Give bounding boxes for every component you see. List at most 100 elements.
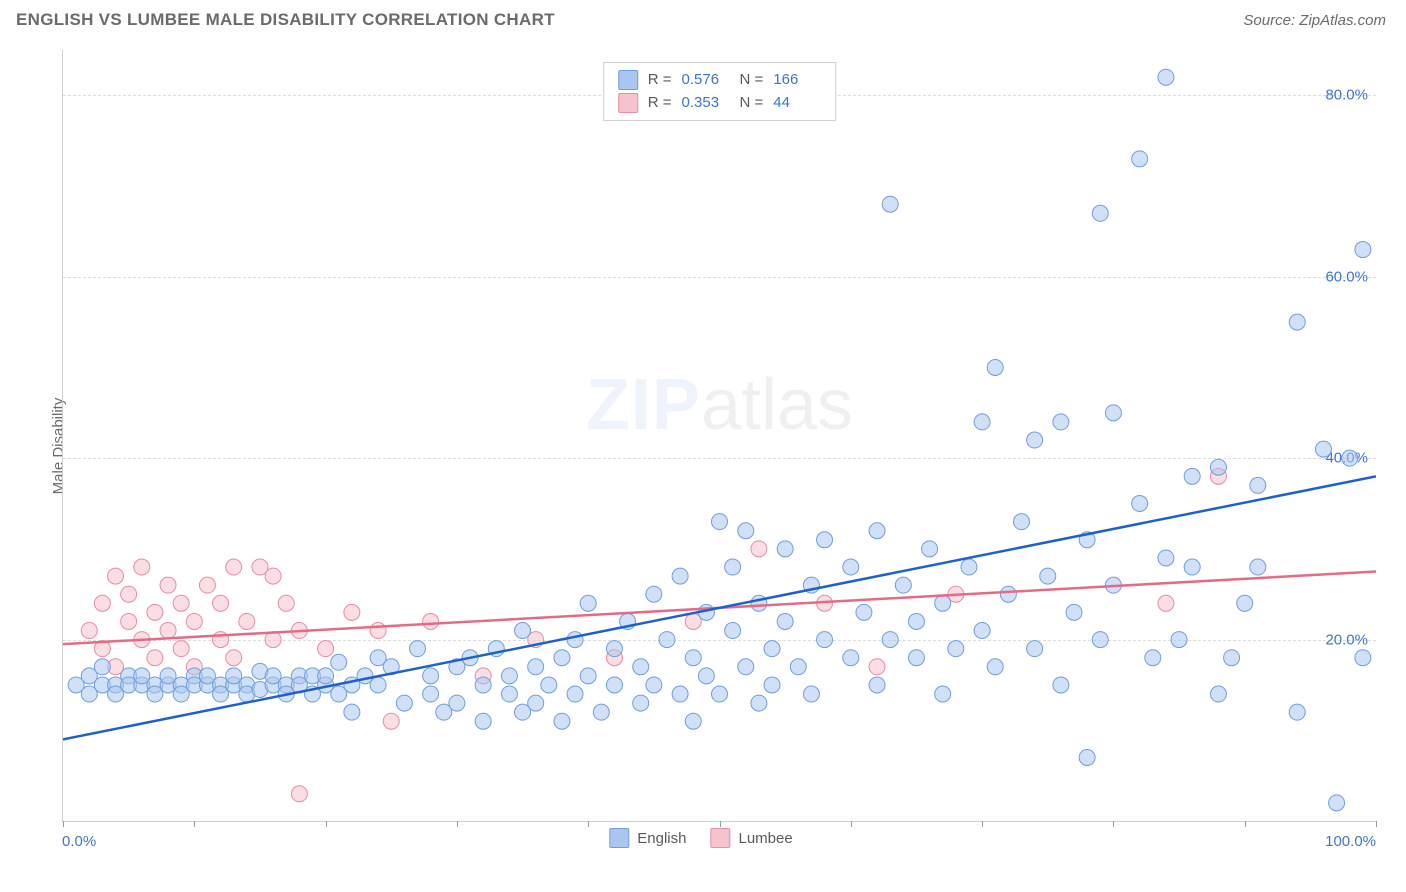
data-point [646,677,662,693]
data-point [764,641,780,657]
data-point [226,650,242,666]
source-attribution: Source: ZipAtlas.com [1243,12,1386,29]
stats-row-lumbee: R = 0.353 N = 44 [618,92,822,115]
data-point [173,641,189,657]
x-tick [194,821,195,827]
data-point [580,668,596,684]
data-point [528,659,544,675]
data-point [383,713,399,729]
data-point [186,613,202,629]
swatch-english [609,828,629,848]
data-point [1092,205,1108,221]
data-point [580,595,596,611]
data-point [121,586,137,602]
data-point [790,659,806,675]
x-tick [720,821,721,827]
data-point [199,577,215,593]
data-point [475,713,491,729]
data-point [121,613,137,629]
x-axis-max-label: 100.0% [1325,833,1376,850]
data-point [633,659,649,675]
data-point [738,659,754,675]
data-point [278,595,294,611]
data-point [1355,242,1371,258]
data-point [606,677,622,693]
n-value-english: 166 [773,69,821,92]
data-point [869,659,885,675]
series-legend: English Lumbee [609,828,792,848]
r-label: R = [648,69,672,92]
data-point [1092,632,1108,648]
data-point [541,677,557,693]
data-point [554,650,570,666]
plot-area: ZIPatlas R = 0.576 N = 166 R = 0.353 N =… [62,50,1376,822]
data-point [817,632,833,648]
data-point [239,613,255,629]
data-point [843,650,859,666]
n-value-lumbee: 44 [773,92,821,115]
data-point [856,604,872,620]
data-point [1145,650,1161,666]
x-tick [63,821,64,827]
data-point [1013,514,1029,530]
x-tick [982,821,983,827]
data-point [685,650,701,666]
r-value-english: 0.576 [682,69,730,92]
n-label: N = [740,92,764,115]
r-value-lumbee: 0.353 [682,92,730,115]
data-point [948,641,964,657]
data-point [396,695,412,711]
data-point [646,586,662,602]
data-point [147,604,163,620]
x-tick [457,821,458,827]
r-label: R = [648,92,672,115]
data-point [567,686,583,702]
data-point [449,695,465,711]
data-point [961,559,977,575]
data-point [1040,568,1056,584]
data-point [698,668,714,684]
data-point [869,677,885,693]
stats-row-english: R = 0.576 N = 166 [618,69,822,92]
source-name: ZipAtlas.com [1299,12,1386,29]
data-point [672,686,688,702]
data-point [1158,595,1174,611]
data-point [423,668,439,684]
data-point [672,568,688,584]
data-point [987,359,1003,375]
data-point [882,632,898,648]
data-point [410,641,426,657]
data-point [1184,559,1200,575]
data-point [1289,704,1305,720]
data-point [1053,677,1069,693]
data-point [777,541,793,557]
data-point [173,595,189,611]
data-point [291,786,307,802]
data-point [895,577,911,593]
data-point [633,695,649,711]
data-point [712,514,728,530]
data-point [423,686,439,702]
data-point [725,623,741,639]
data-point [108,568,124,584]
chart-container: Male Disability ZIPatlas R = 0.576 N = 1… [16,40,1386,852]
legend-label-english: English [637,830,686,847]
data-point [1079,750,1095,766]
x-tick [1245,821,1246,827]
source-prefix: Source: [1243,12,1299,29]
data-point [725,559,741,575]
data-point [1315,441,1331,457]
data-point [869,523,885,539]
data-point [1105,405,1121,421]
data-point [1224,650,1240,666]
data-point [1027,432,1043,448]
data-point [567,632,583,648]
data-point [423,613,439,629]
data-point [318,668,334,684]
data-point [81,623,97,639]
legend-item-english: English [609,828,686,848]
data-point [1250,559,1266,575]
x-tick [1376,821,1377,827]
x-tick [326,821,327,827]
data-point [1158,550,1174,566]
